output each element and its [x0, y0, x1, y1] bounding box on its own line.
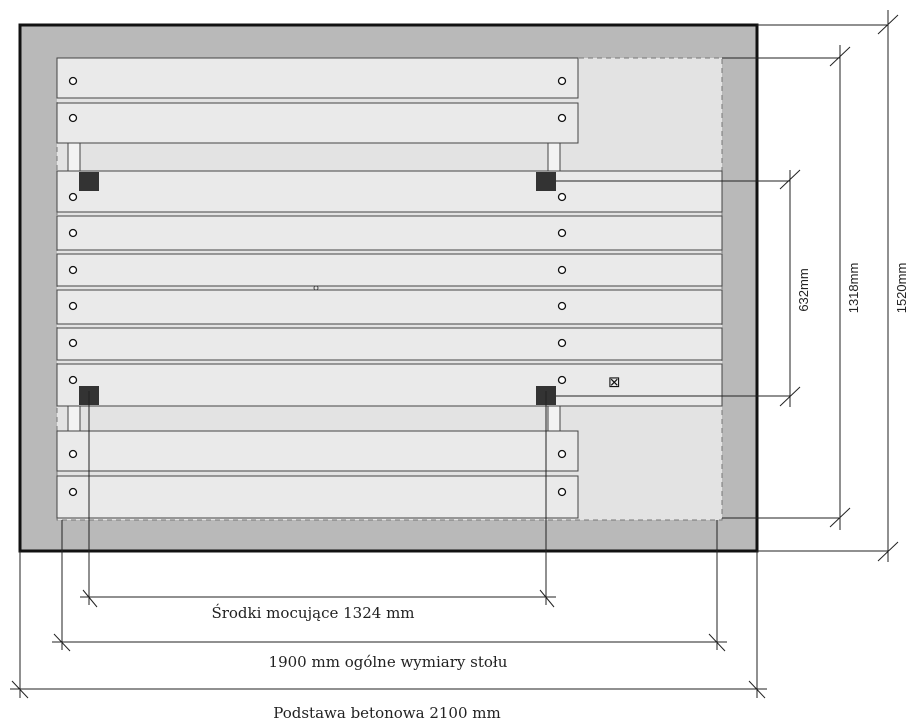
top-plank — [56, 253, 723, 287]
seat-plank — [56, 102, 579, 144]
dim-leg-spacing: 632mm — [796, 268, 811, 311]
seat-plank — [56, 475, 579, 519]
top-plank — [56, 363, 723, 407]
dim-mounting-centers: Środki mocujące 1324 mm — [211, 604, 414, 622]
seat-planks-bottom — [56, 430, 579, 519]
dim-overall-table: 1900 mm ogólne wymiary stołu — [269, 653, 508, 671]
top-plank — [56, 170, 723, 213]
dim-base-depth: 1520mm — [894, 263, 909, 314]
top-plank — [56, 289, 723, 325]
post — [536, 172, 556, 191]
marker-symbol: ⊠ — [608, 373, 621, 391]
seat-plank — [56, 57, 579, 99]
top-plank — [56, 215, 723, 251]
seat-plank — [56, 430, 579, 472]
center-mark — [313, 285, 319, 291]
top-plank — [56, 327, 723, 361]
seat-planks-top — [56, 57, 579, 144]
bolt-holes — [68, 76, 567, 497]
dimension-lines — [10, 10, 899, 699]
dim-table-depth: 1318mm — [846, 263, 861, 314]
post — [79, 172, 99, 191]
dim-concrete-base: Podstawa betonowa 2100 mm — [273, 704, 501, 722]
table-top-planks — [56, 170, 723, 407]
